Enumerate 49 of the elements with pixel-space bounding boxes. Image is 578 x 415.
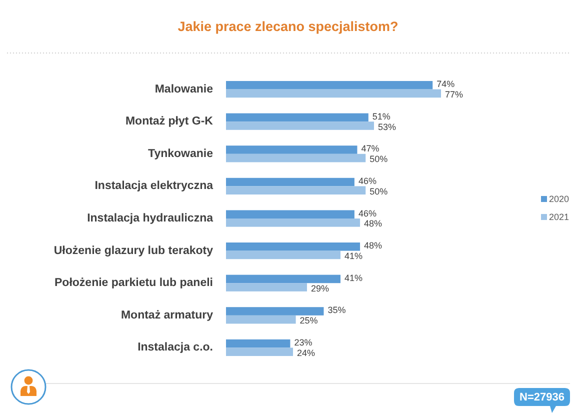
data-label: 24% xyxy=(297,348,316,358)
y-tick-label: Montaż armatury xyxy=(120,309,214,322)
bar xyxy=(226,307,324,316)
data-label: 35% xyxy=(328,305,346,316)
y-tick-label: Montaż płyt G-K xyxy=(125,116,214,128)
data-label: 74% xyxy=(436,79,455,90)
legend-label: 2021 xyxy=(549,212,570,222)
bar xyxy=(226,283,307,292)
y-tick-label: Malowanie xyxy=(154,83,213,96)
bar xyxy=(226,81,433,90)
bar xyxy=(226,250,340,260)
bar xyxy=(226,210,354,218)
bar xyxy=(226,122,374,130)
data-label: 77% xyxy=(445,89,464,100)
bar xyxy=(226,242,360,251)
y-tick-label: Ułożenie glazury lub terakoty xyxy=(54,244,214,257)
bar xyxy=(226,178,354,186)
y-tick-label: Instalacja elektryczna xyxy=(94,180,214,192)
data-label: 50% xyxy=(370,186,388,196)
bar xyxy=(226,186,366,194)
data-label: 41% xyxy=(344,272,362,283)
chart-title: Jakie prace zlecano specjalistom? xyxy=(178,19,398,34)
data-label: 53% xyxy=(378,122,396,132)
bar xyxy=(226,113,368,122)
y-tick-label: Instalacja hydrauliczna xyxy=(87,212,214,224)
data-label: 25% xyxy=(300,316,318,326)
bar xyxy=(226,218,360,227)
text: N=27936 xyxy=(520,392,564,404)
bar xyxy=(226,274,340,284)
bar xyxy=(226,154,366,162)
y-tick-label: Położenie parkietu lub paneli xyxy=(54,277,213,290)
data-label: 29% xyxy=(310,283,329,294)
y-tick-label: Instalacja c.o. xyxy=(138,342,213,354)
bar xyxy=(226,339,290,348)
data-label: 46% xyxy=(358,176,376,186)
data-label: 46% xyxy=(358,208,376,218)
data-label: 41% xyxy=(344,250,362,261)
data-label: 50% xyxy=(370,154,388,164)
bar xyxy=(226,89,441,98)
bar xyxy=(226,348,294,356)
data-label: 51% xyxy=(372,111,390,122)
bar xyxy=(226,315,296,324)
y-tick-label: Tynkowanie xyxy=(148,148,213,160)
data-label: 48% xyxy=(364,218,382,229)
bar xyxy=(226,146,358,154)
data-label: 23% xyxy=(294,338,312,348)
data-label: 48% xyxy=(364,240,382,251)
data-label: 47% xyxy=(361,144,380,154)
legend-label: 2020 xyxy=(549,194,570,204)
